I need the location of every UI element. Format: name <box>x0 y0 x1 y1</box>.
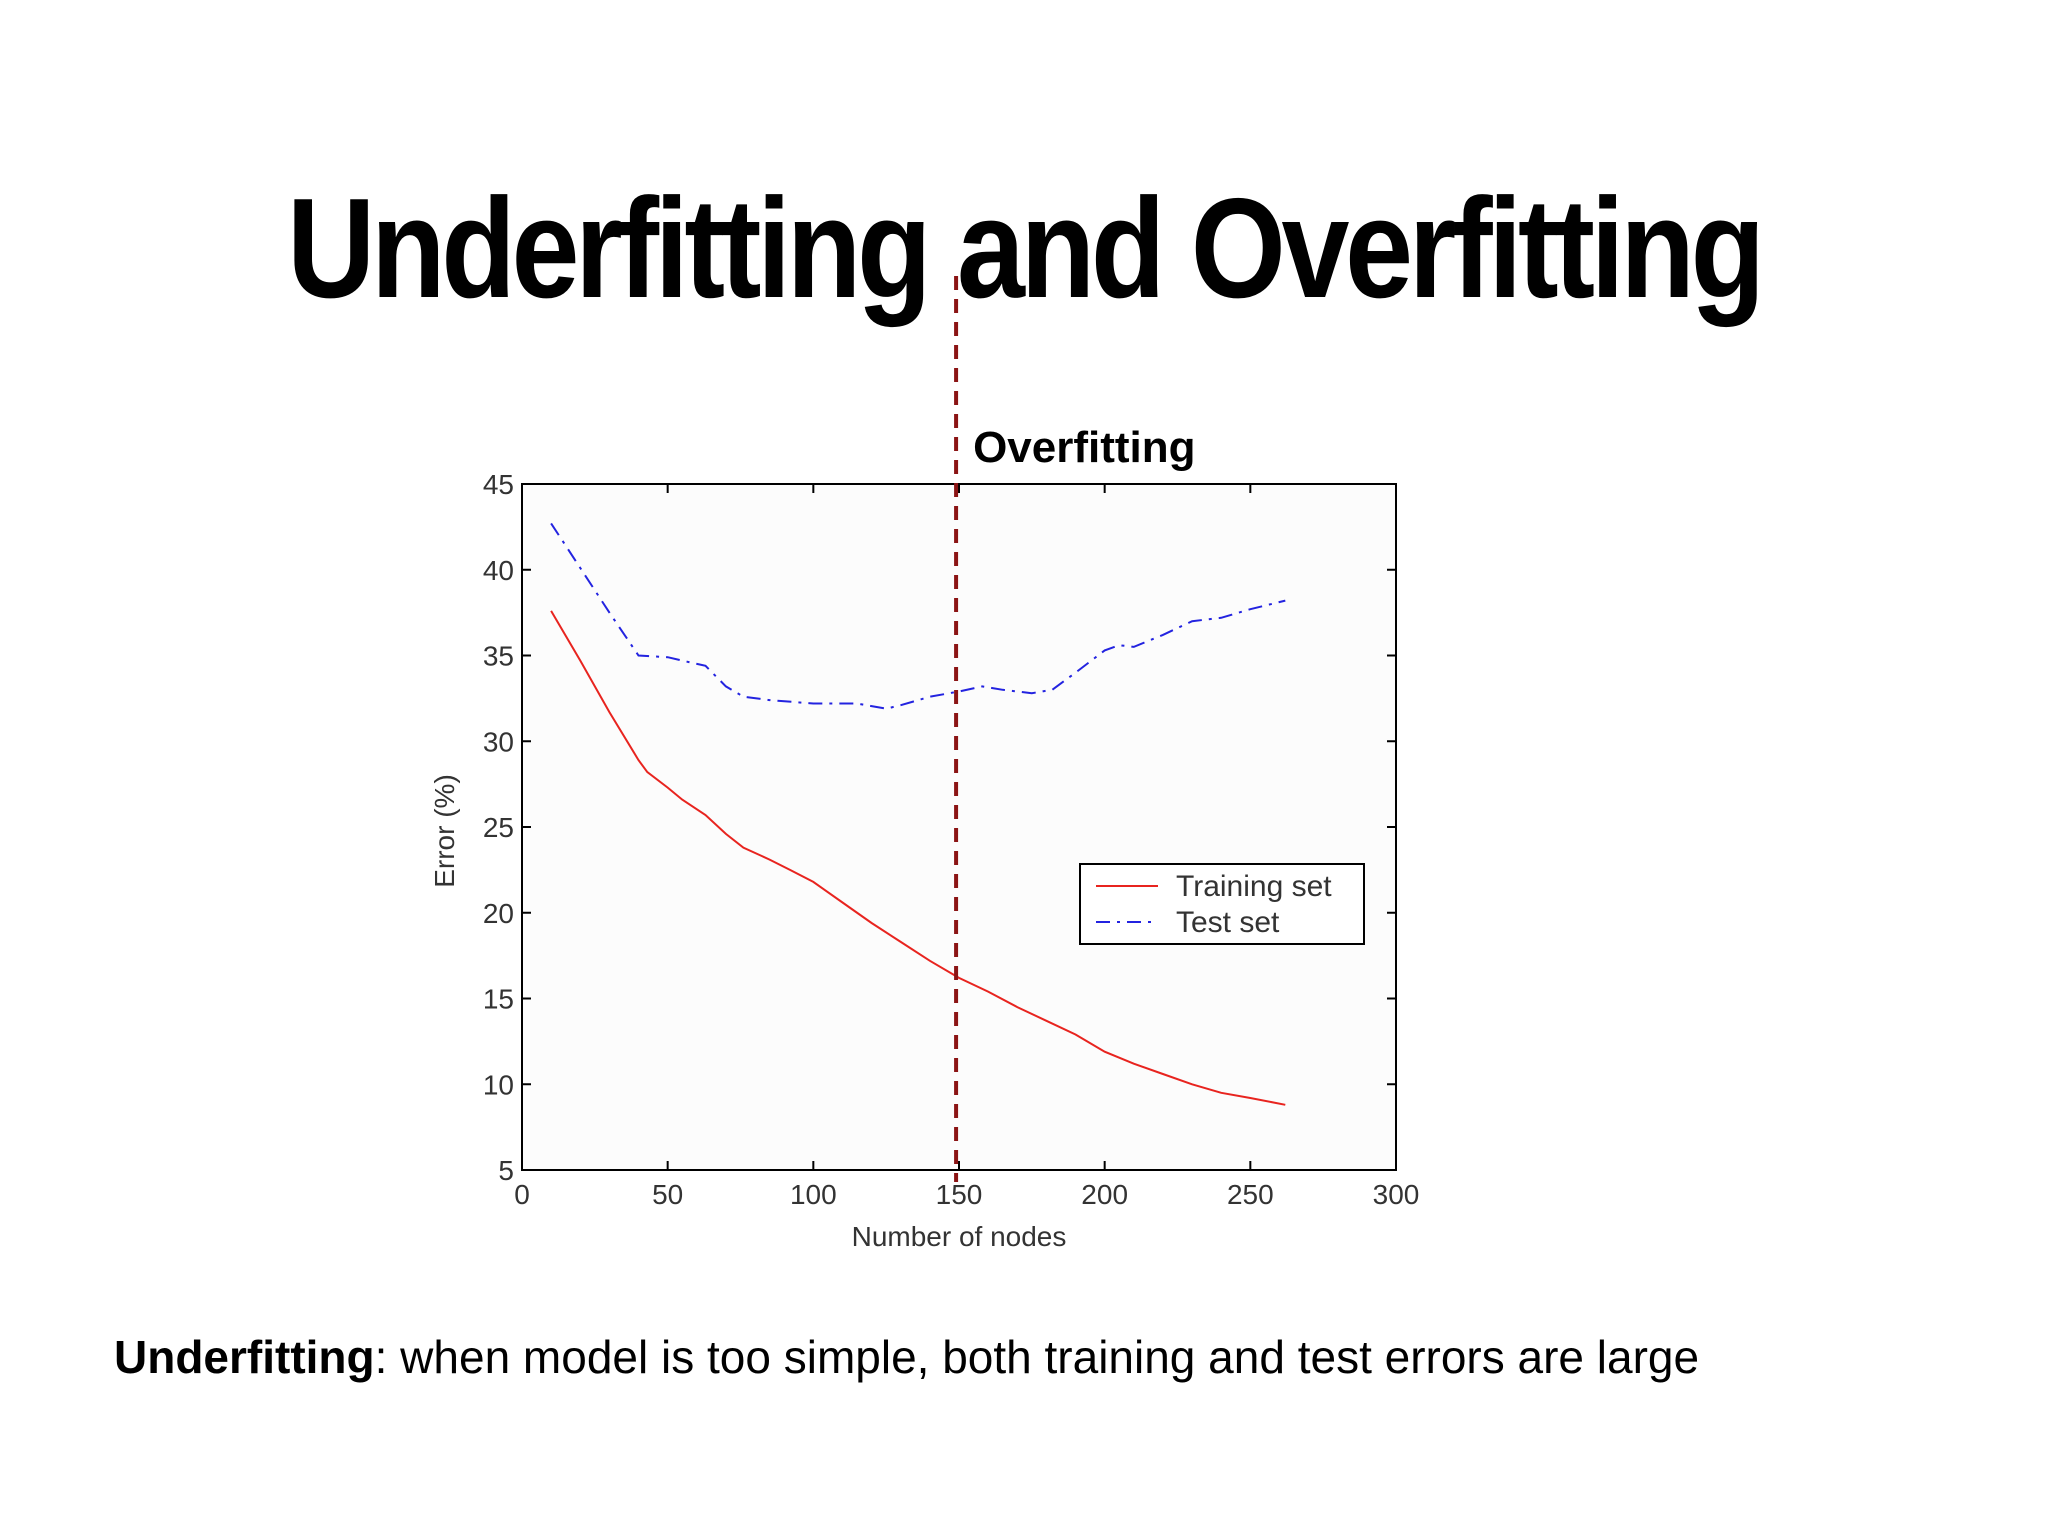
slide-title: Underfitting and Overfitting <box>287 169 1765 328</box>
series-lines <box>550 522 1286 1106</box>
x-tick-label: 150 <box>936 1179 983 1210</box>
y-tick-label: 30 <box>483 726 514 757</box>
caption-text: : when model is too simple, both trainin… <box>374 1331 1700 1383</box>
axis-tick-labels: 0 50 100 150 200 250 300 5 10 15 20 25 30 35 40 45 <box>483 469 1420 1210</box>
y-tick-label: 35 <box>483 641 514 672</box>
x-tick-label: 200 <box>1081 1179 1128 1210</box>
plot-area <box>521 483 1397 1171</box>
legend-label-test-set: Test set <box>1176 906 1280 939</box>
x-axis-title: Number of nodes <box>852 1221 1067 1252</box>
x-tick-label: 250 <box>1227 1179 1274 1210</box>
y-tick-label: 40 <box>483 555 514 586</box>
caption-term: Underfitting <box>114 1331 375 1383</box>
y-tick-label: 15 <box>483 984 514 1015</box>
y-tick-label: 45 <box>483 469 514 500</box>
y-tick-label: 20 <box>483 898 514 929</box>
overfitting-label: Overfitting <box>973 423 1195 472</box>
x-tick-label: 0 <box>514 1179 530 1210</box>
x-tick-label: 50 <box>652 1179 683 1210</box>
caption: Underfitting: when model is too simple, … <box>114 1330 1699 1384</box>
legend-label-training-set: Training set <box>1176 870 1332 903</box>
series-line-1 <box>550 522 1286 710</box>
axis-ticks <box>521 483 1397 1171</box>
y-axis-title: Error (%) <box>429 774 460 888</box>
legend-box <box>1079 863 1365 945</box>
y-tick-label: 10 <box>483 1069 514 1100</box>
x-tick-label: 300 <box>1373 1179 1420 1210</box>
legend: Training set Test set <box>1079 863 1365 945</box>
x-tick-label: 100 <box>790 1179 837 1210</box>
y-tick-label: 25 <box>483 812 514 843</box>
y-tick-label: 5 <box>498 1155 514 1186</box>
series-line-0 <box>550 610 1286 1106</box>
